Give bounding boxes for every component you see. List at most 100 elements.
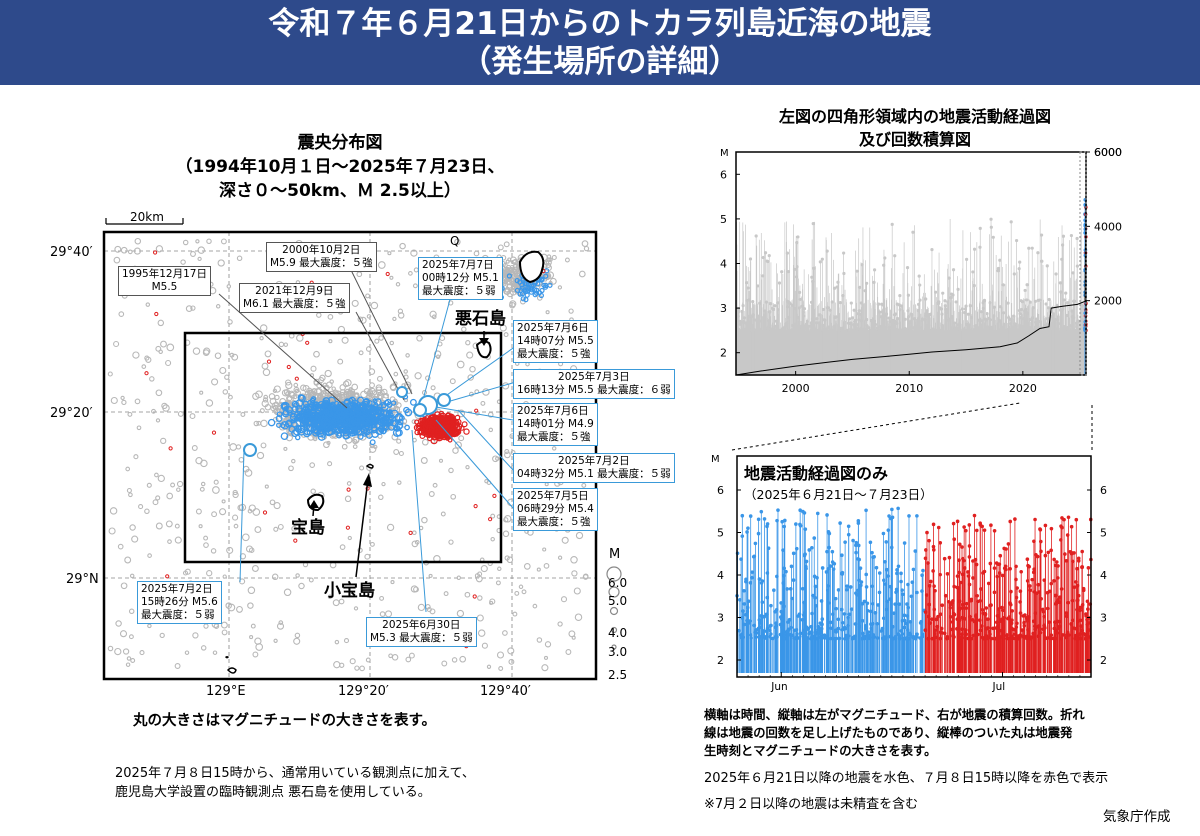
epicenter-gray <box>256 451 265 460</box>
magnitude-dot <box>951 293 955 297</box>
epicenter-gray <box>202 349 210 356</box>
magnitude-dot <box>857 285 862 289</box>
epicenter-gray <box>481 642 488 649</box>
epicenter-gray <box>298 582 305 590</box>
lat-label-0: 29°N <box>66 572 99 587</box>
epicenter-july <box>448 413 454 420</box>
magnitude-dot <box>1012 272 1016 276</box>
magnitude-dot <box>972 247 977 251</box>
magnitude-dot <box>745 281 749 285</box>
epicenter-june <box>349 411 356 418</box>
epicenter-gray <box>295 573 300 578</box>
epicenter-gray <box>294 632 301 639</box>
epicenter-july <box>461 421 468 428</box>
epicenter-gray <box>503 287 511 295</box>
epicenter-gray <box>368 368 376 375</box>
epicenter-gray <box>410 249 418 257</box>
epicenter-gray <box>544 482 549 487</box>
epicenter-gray <box>327 594 333 600</box>
epicenter-gray <box>354 665 360 671</box>
epicenter-gray <box>521 589 527 595</box>
epicenter-july <box>305 340 310 345</box>
epicenter-gray <box>222 574 227 579</box>
epicenter-gray <box>283 588 292 597</box>
map-depth: 深さ０～50km、Ｍ 2.5以上） <box>219 181 461 201</box>
epicenter-gray <box>189 413 196 420</box>
epicenter-gray <box>395 282 401 287</box>
left-tick-label: 2 <box>720 347 727 360</box>
epicenter-gray <box>159 632 165 639</box>
epicenter-gray <box>475 575 483 583</box>
epicenter-gray <box>349 658 356 665</box>
epicenter-gray <box>245 545 254 553</box>
epicenter-gray <box>496 651 505 659</box>
magnitude-dot <box>756 517 761 522</box>
epicenter-july <box>433 424 441 432</box>
epicenter-june <box>361 400 369 408</box>
epicenter-gray <box>480 400 486 406</box>
epicenter-june <box>352 408 362 418</box>
epicenter-gray <box>328 339 333 344</box>
epicenter-gray <box>166 343 175 352</box>
epicenter-july <box>417 429 424 436</box>
epicenter-gray <box>121 399 127 406</box>
epicenter-gray <box>155 495 161 501</box>
epicenter-gray <box>359 465 365 471</box>
epicenter-gray <box>300 384 307 392</box>
magnitude-dot <box>876 302 881 306</box>
epicenter-gray <box>251 565 259 572</box>
epicenter-gray <box>259 324 268 332</box>
epicenter-gray <box>278 620 284 625</box>
epicenter-june <box>398 415 405 422</box>
left-tick-label: 3 <box>720 302 727 315</box>
epicenter-gray <box>151 408 156 414</box>
magnitude-dot <box>890 222 894 226</box>
epicenter-gray <box>461 326 467 333</box>
epicenter-june <box>395 428 403 437</box>
epicenter-gray <box>342 380 350 388</box>
epicenter-gray <box>288 465 294 472</box>
epicenter-gray <box>421 438 429 446</box>
epicenter-gray <box>503 241 510 248</box>
epicenter-gray <box>353 606 359 611</box>
epicenter-gray <box>459 655 467 663</box>
epicenter-gray <box>174 523 180 529</box>
epicenter-gray <box>430 385 436 391</box>
epicenter-july <box>165 574 170 579</box>
epicenter-gray <box>237 504 244 511</box>
magnitude-dot <box>872 268 877 272</box>
epicenter-gray <box>273 401 279 407</box>
magnitude-dot <box>802 307 807 311</box>
epicenter-june <box>267 418 276 427</box>
magnitude-dot <box>843 540 847 544</box>
epicenter-gray <box>271 402 279 410</box>
magnitude-dot <box>874 565 879 570</box>
magnitude-dot <box>930 248 934 252</box>
epicenter-june <box>293 402 299 408</box>
epicenter-gray <box>113 256 121 264</box>
epicenter-gray <box>210 548 217 554</box>
callout-1995: 1995年12月17日 M5.5 <box>118 266 211 296</box>
epicenter-gray <box>353 393 359 399</box>
zoom-region <box>1079 151 1087 376</box>
epicenter-gray <box>364 553 371 560</box>
epicenter-july <box>211 430 217 435</box>
epicenter-july <box>473 504 478 509</box>
epicenter-gray <box>272 388 278 393</box>
epicenter-gray <box>393 371 399 377</box>
epicenter-june <box>316 429 325 438</box>
epicenter-gray <box>322 382 328 388</box>
epicenter-gray <box>391 654 399 661</box>
epicenter-gray <box>192 632 199 639</box>
magnitude-dot <box>846 524 851 529</box>
epicenter-gray <box>236 255 243 262</box>
mag-legend-25: 2.5 <box>608 668 627 682</box>
epicenter-gray <box>565 649 572 655</box>
epicenter-gray <box>341 336 349 344</box>
epicenter-gray <box>227 603 236 612</box>
magnitude-dot <box>840 572 845 576</box>
epicenter-gray <box>211 378 219 386</box>
magnitude-dot <box>829 620 833 625</box>
epicenter-june <box>396 422 404 429</box>
